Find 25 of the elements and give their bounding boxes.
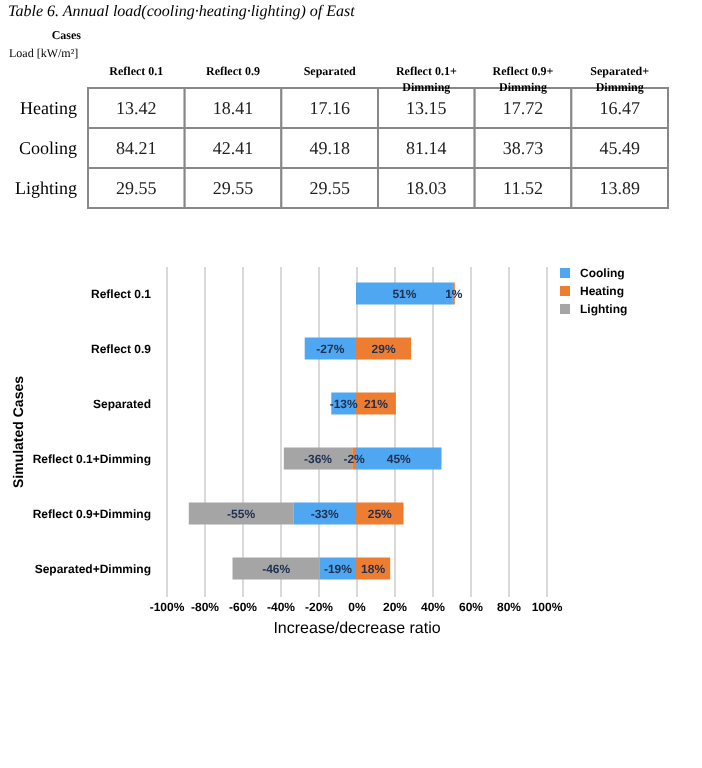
data-label: 45.49	[599, 138, 641, 158]
data-label: 84.21	[116, 138, 157, 158]
y-tick-label: Lighting	[15, 178, 78, 198]
y-tick-label: Cooling	[18, 138, 78, 158]
data-label: 29.55	[309, 178, 351, 198]
data-label: 17.72	[502, 98, 544, 118]
y-tick-label: Heating	[20, 98, 78, 118]
data-label: 29.55	[212, 178, 255, 198]
bar	[188, 502, 294, 525]
data-label: 13.89	[599, 178, 641, 198]
data-label: 13.42	[116, 98, 157, 118]
x-axis-title: Increase/decrease ratio	[273, 619, 442, 637]
data-label: 42.41	[212, 138, 254, 158]
data-label: 29.55	[116, 178, 158, 198]
chart-title: Table 6. Annual load(cooling·heating·lighting) of East	[8, 2, 357, 20]
data-label: 38.73	[502, 138, 545, 158]
bar	[232, 557, 320, 580]
data-label: 49.18	[309, 138, 351, 158]
data-label: 81.14	[406, 138, 448, 158]
data-label: 18.41	[212, 98, 254, 118]
data-label: 17.16	[309, 98, 351, 118]
data-label: 18.03	[406, 178, 448, 198]
data-label: 11.52	[503, 178, 543, 198]
data-label: 13.15	[406, 98, 448, 118]
data-label: 16.47	[599, 98, 641, 118]
